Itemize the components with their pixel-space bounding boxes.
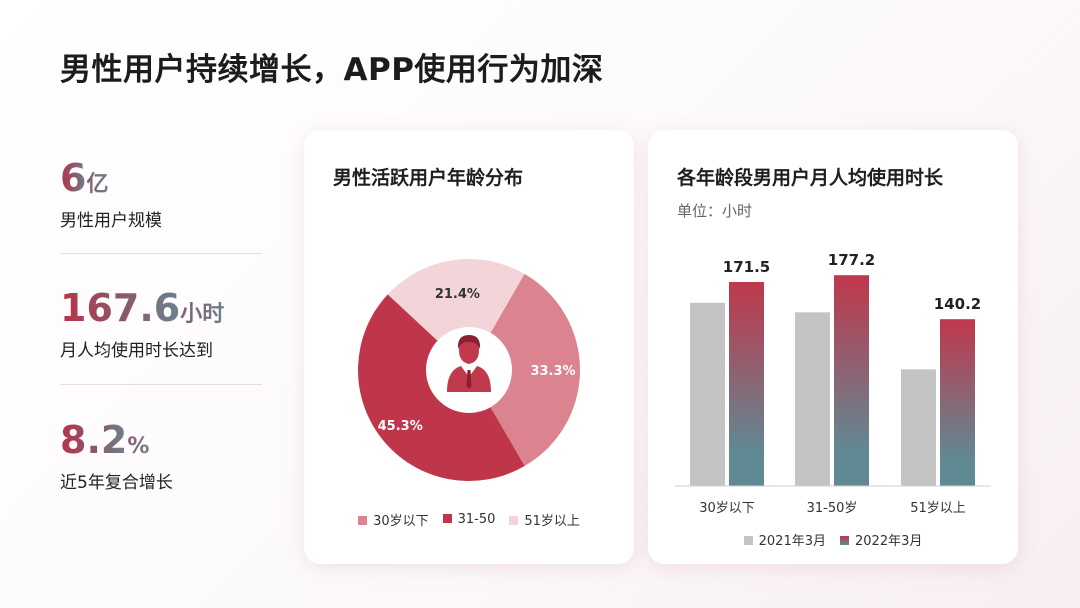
kpi-cagr: 8.2% 近5年复合增长 (60, 418, 262, 493)
age-distribution-card: 男性活跃用户年龄分布 33.3% 45.3% 21.4% 30岁以下 31-50 51岁… (304, 130, 634, 564)
legend-label: 31-50 (457, 512, 496, 527)
pie-chart-title: 男性活跃用户年龄分布 (333, 167, 524, 189)
pie-legend-item: 30岁以下 (358, 510, 429, 529)
x-tick-label: 51岁以上 (910, 501, 966, 516)
legend-swatch (358, 516, 368, 525)
pie-legend: 30岁以下 31-50 51岁以上 (304, 510, 634, 529)
bar-data-label: 171.5 (723, 258, 770, 276)
bar-data-label: 177.2 (828, 251, 875, 269)
bar-legend: 2021年3月 2022年3月 (648, 530, 1018, 549)
kpi-divider (60, 384, 262, 385)
bar-2022 (940, 319, 975, 486)
legend-swatch (840, 536, 849, 545)
kpi-monthly-hours: 167.6小时 月人均使用时长达到 (60, 286, 262, 361)
bar-legend-item: 2021年3月 (743, 530, 826, 549)
pie-chart: 33.3% 45.3% 21.4% (358, 258, 580, 481)
bar-2021 (901, 369, 936, 486)
legend-swatch (442, 514, 452, 523)
bar-2021 (795, 312, 830, 486)
usage-duration-card: 各年龄段男用户月人均使用时长 单位：小时 171.5 30岁以下 177.2 31-5… (648, 130, 1018, 564)
legend-label: 51岁以上 (524, 514, 580, 529)
bar-2022 (834, 275, 869, 486)
kpi-divider (60, 253, 262, 254)
page-title: 男性用户持续增长，APP使用行为加深 (60, 52, 604, 88)
kpi-value: 8.2 (60, 418, 128, 462)
pie-data-label: 45.3% (378, 419, 423, 434)
pie-slice-3 (387, 258, 525, 370)
bar-data-label: 140.2 (934, 295, 981, 313)
kpi-value: 6 (60, 156, 87, 200)
kpi-label: 月人均使用时长达到 (60, 341, 213, 361)
kpi-user-scale: 6亿 男性用户规模 (60, 156, 262, 231)
kpi-label: 男性用户规模 (60, 211, 162, 231)
pie-legend-item: 31-50 (442, 512, 496, 527)
legend-swatch (743, 536, 753, 545)
legend-swatch (509, 516, 519, 525)
legend-label: 2021年3月 (758, 534, 826, 549)
kpi-label: 近5年复合增长 (60, 473, 173, 493)
bar-chart-subtitle: 单位：小时 (677, 202, 753, 220)
bar-chart-title: 各年龄段男用户月人均使用时长 (677, 167, 944, 189)
bar-2022 (729, 282, 764, 486)
pie-slice-1 (469, 273, 580, 467)
legend-label: 2022年3月 (855, 534, 923, 549)
pie-data-label: 33.3% (530, 364, 575, 379)
pie-data-label: 21.4% (435, 287, 480, 302)
x-tick-label: 31-50岁 (807, 501, 858, 516)
bar-legend-item: 2022年3月 (840, 530, 922, 549)
x-tick-label: 30岁以下 (699, 501, 755, 516)
kpi-unit: % (127, 434, 150, 459)
legend-label: 30岁以下 (373, 514, 429, 529)
businessman-icon (447, 335, 491, 392)
pie-legend-item: 51岁以上 (509, 510, 580, 529)
kpi-unit: 小时 (180, 302, 225, 327)
bar-chart: 171.5 30岁以下 177.2 31-50岁 140.2 51岁以上 (675, 251, 991, 516)
bar-2021 (690, 302, 725, 486)
kpi-unit: 亿 (86, 172, 109, 197)
kpi-value: 167.6 (60, 286, 181, 330)
